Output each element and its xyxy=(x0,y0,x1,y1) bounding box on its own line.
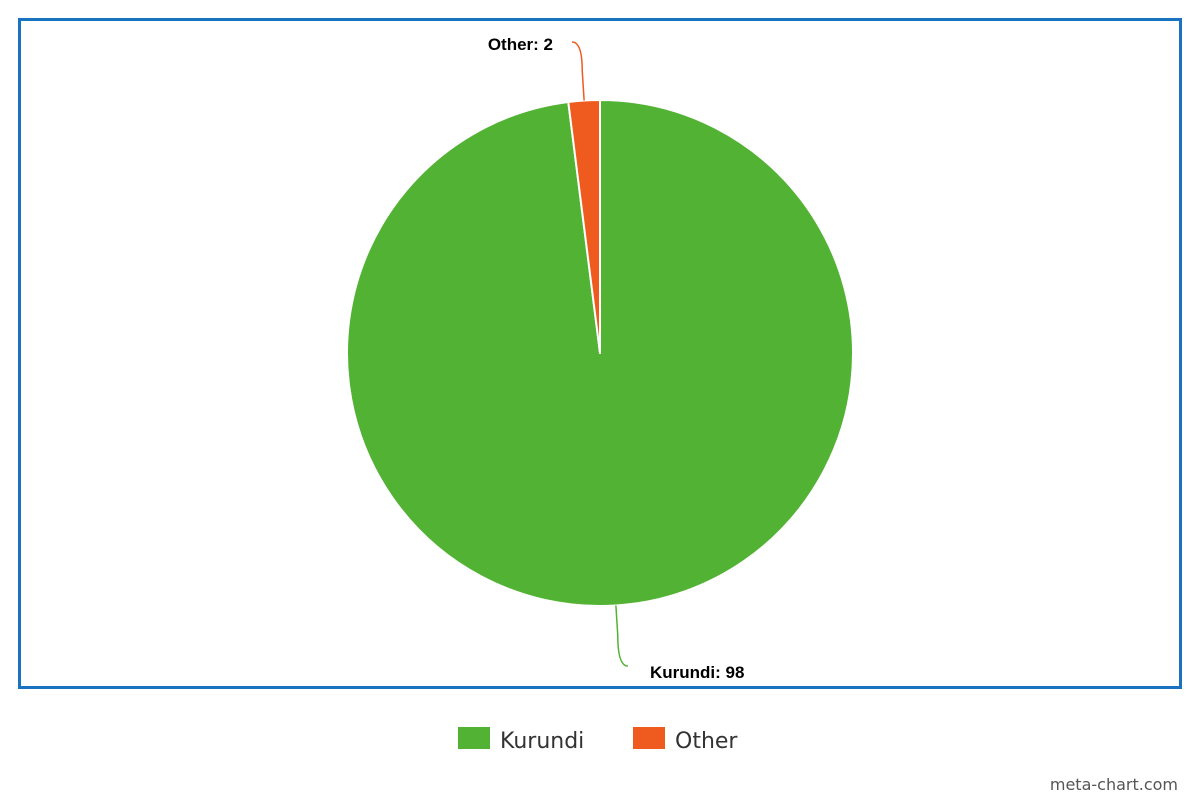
legend: Kurundi Other xyxy=(458,727,738,754)
leader-line-other xyxy=(571,41,585,101)
data-label-other: Other: 2 xyxy=(488,35,553,54)
legend-swatch-kurundi xyxy=(458,727,490,749)
watermark-text: meta-chart.com xyxy=(1050,775,1178,794)
data-label-kurundi: Kurundi: 98 xyxy=(650,663,744,682)
legend-label-other: Other xyxy=(675,729,738,754)
pie-slice-other[interactable] xyxy=(567,99,601,354)
legend-item-other[interactable]: Other xyxy=(633,727,738,754)
leaders-layer xyxy=(571,41,629,667)
legend-swatch-other xyxy=(633,727,665,749)
slices-layer xyxy=(346,99,854,607)
leader-line-kurundi xyxy=(615,605,629,667)
legend-item-kurundi[interactable]: Kurundi xyxy=(458,727,584,754)
labels-layer: Kurundi: 98 Other: 2 xyxy=(488,35,745,682)
legend-label-kurundi: Kurundi xyxy=(500,729,584,754)
